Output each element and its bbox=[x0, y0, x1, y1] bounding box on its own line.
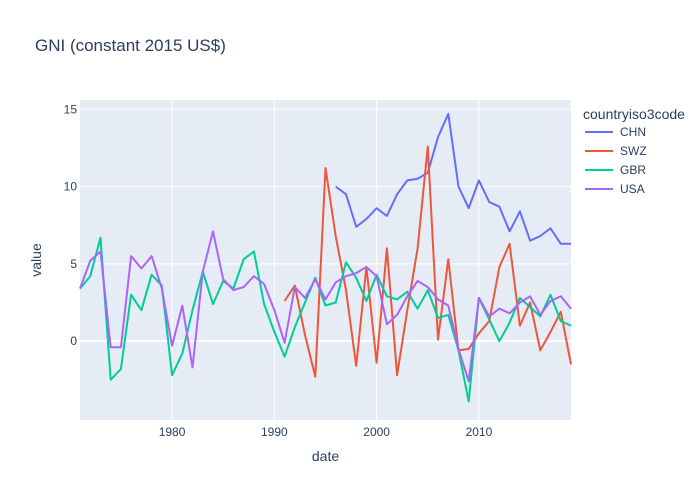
y-tick-label: 10 bbox=[64, 180, 78, 194]
chart-title: GNI (constant 2015 US$) bbox=[35, 36, 226, 55]
y-tick-label: 0 bbox=[70, 334, 77, 348]
plot-area bbox=[80, 100, 571, 420]
series-line-usa bbox=[79, 230, 572, 383]
y-tick-label: 5 bbox=[70, 257, 77, 271]
series-line-swz bbox=[283, 145, 572, 378]
y-axis-title: value bbox=[28, 243, 44, 277]
legend-label-swz: SWZ bbox=[620, 144, 647, 158]
x-tick-label: 1990 bbox=[261, 425, 288, 439]
y-tick-label: 15 bbox=[64, 102, 78, 116]
x-tick-label: 1980 bbox=[159, 425, 186, 439]
legend-label-gbr: GBR bbox=[620, 163, 646, 177]
legend-label-usa: USA bbox=[620, 182, 645, 196]
x-tick-label: 2000 bbox=[363, 425, 390, 439]
tick-labels: 1980 1990 2000 2010 0 5 10 15 bbox=[64, 102, 493, 439]
x-axis-title: date bbox=[312, 448, 339, 464]
grid bbox=[80, 100, 571, 420]
series-line-chn bbox=[335, 112, 571, 245]
legend: countryiso3code CHN SWZ GBR USA bbox=[583, 106, 685, 196]
series-layer bbox=[79, 112, 572, 403]
legend-title: countryiso3code bbox=[583, 106, 685, 122]
x-tick-label: 2010 bbox=[466, 425, 493, 439]
legend-label-chn: CHN bbox=[620, 125, 646, 139]
